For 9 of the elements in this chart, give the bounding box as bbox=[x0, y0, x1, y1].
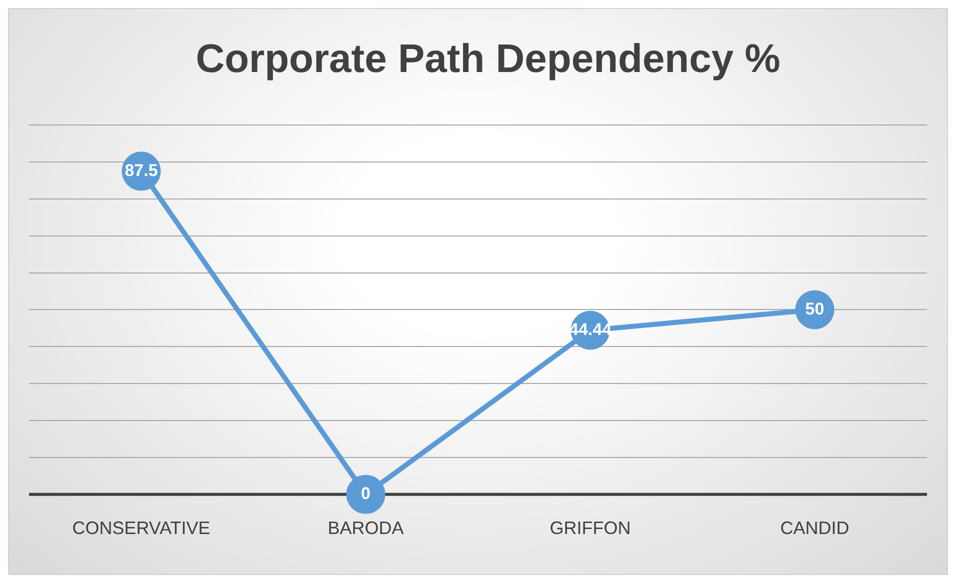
x-tick-label: CANDID bbox=[780, 518, 850, 538]
x-tick-label: GRIFFON bbox=[550, 518, 631, 538]
x-tick-label: BARODA bbox=[328, 518, 404, 538]
chart-title: Corporate Path Dependency % bbox=[196, 37, 780, 82]
x-tick-label: CONSERVATIVE bbox=[72, 518, 210, 538]
data-label: 0 bbox=[361, 484, 370, 504]
data-label: 50 bbox=[805, 299, 824, 318]
point bbox=[346, 474, 386, 514]
data-label: 87.5 bbox=[124, 160, 158, 180]
